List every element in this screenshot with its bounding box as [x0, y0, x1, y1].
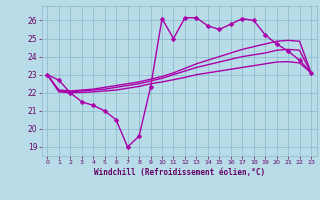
X-axis label: Windchill (Refroidissement éolien,°C): Windchill (Refroidissement éolien,°C) [94, 168, 265, 177]
